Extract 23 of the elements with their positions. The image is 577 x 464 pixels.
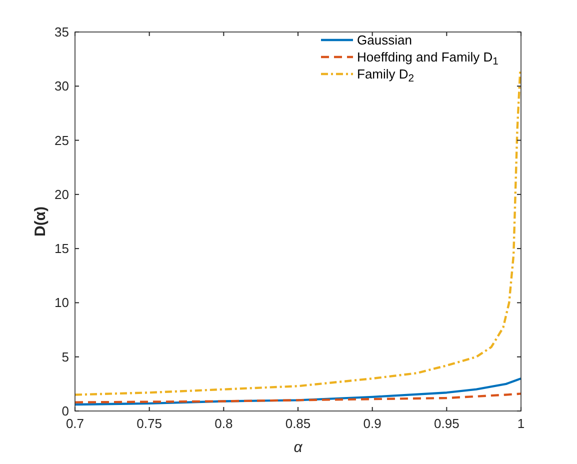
y-tick-label: 25 [54,132,69,148]
line-series [74,392,522,404]
legend-label: Family D$_{2}$ [357,66,414,84]
x-tick-label: 0.7 [66,416,84,431]
y-axis-title: D(α) [32,206,49,237]
x-tick-label: 1 [517,416,525,431]
y-tick-label: 10 [54,295,69,310]
y-tick-label: 15 [54,241,69,256]
x-tick-label: 0.9 [363,416,382,431]
x-tick-label: 0.85 [285,416,311,431]
y-tick-label: 5 [62,349,69,364]
x-tick-label: 0.75 [136,416,162,431]
y-tick-label: 20 [54,186,69,202]
y-tick-label: 30 [54,78,69,94]
legend-label: Gaussian [357,32,412,48]
line-series [74,68,522,396]
line-series [74,377,522,406]
x-tick-label: 0.95 [434,416,460,431]
y-tick-label: 0 [62,404,69,418]
legend-label: Hoeffding and Family D$_{1}$ [357,50,499,68]
x-axis-title: α [294,439,303,456]
y-tick-label: 35 [54,24,69,40]
x-tick-label: 0.8 [214,416,233,431]
